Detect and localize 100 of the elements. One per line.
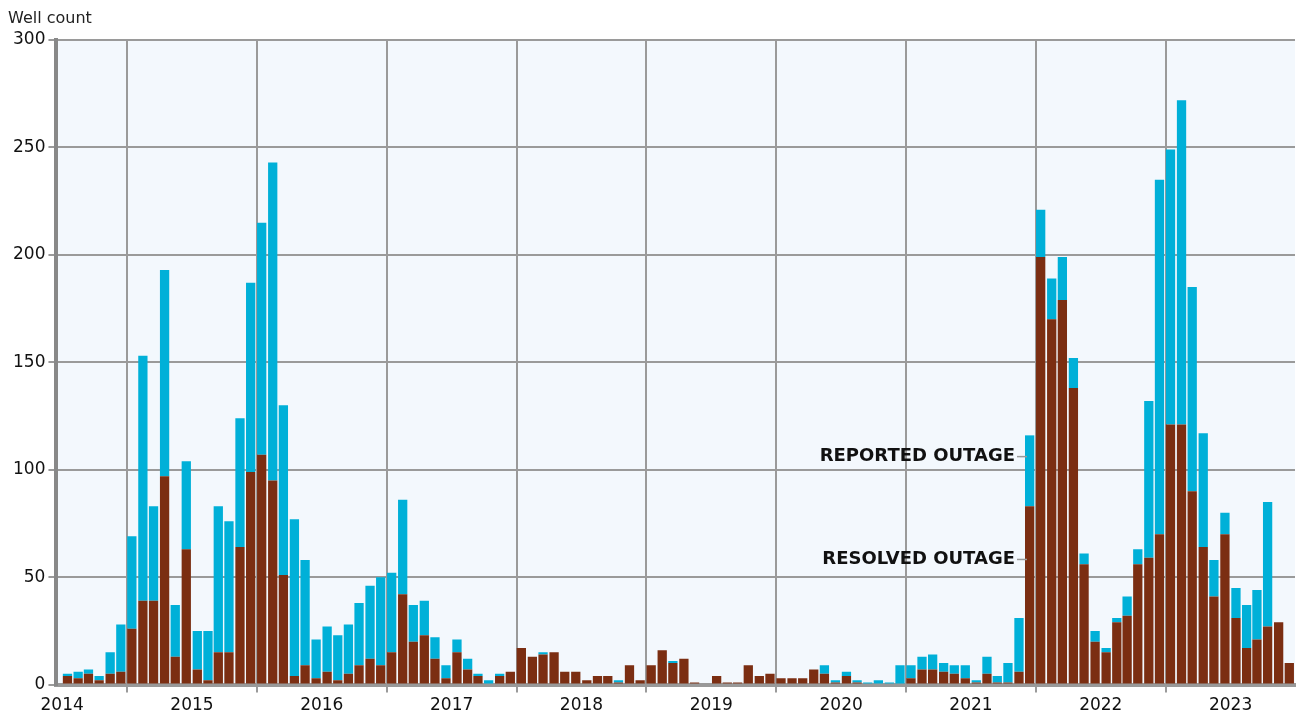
bar	[495, 673, 505, 677]
x-tick-label: 2023	[1208, 694, 1253, 715]
bar	[170, 605, 180, 657]
bar	[1047, 319, 1057, 684]
x-tick-label: 2022	[1079, 694, 1123, 715]
bar	[387, 572, 397, 653]
bar	[62, 676, 73, 684]
bar	[181, 549, 191, 684]
bar	[1090, 630, 1100, 642]
x-tick-label: 2019	[689, 694, 733, 715]
bar	[127, 536, 137, 629]
bar	[159, 269, 170, 477]
bar	[1057, 257, 1068, 300]
bar	[809, 669, 819, 684]
bar	[1274, 622, 1284, 684]
bar	[483, 680, 494, 684]
bar	[949, 673, 959, 684]
bar	[1165, 149, 1176, 425]
y-tick-label: 150	[12, 350, 46, 371]
bar	[873, 680, 884, 684]
bar	[1025, 435, 1035, 507]
bar	[257, 222, 267, 455]
y-tick-label: 300	[12, 28, 46, 49]
x-tick-label: 2017	[430, 694, 474, 715]
bar	[127, 628, 137, 684]
bar	[159, 476, 170, 684]
bar	[257, 454, 267, 684]
bar	[819, 673, 830, 684]
bar	[538, 652, 548, 655]
bar	[268, 480, 278, 684]
bar	[743, 665, 753, 684]
x-tick-label: 2018	[559, 694, 604, 715]
bar	[1284, 663, 1294, 684]
bar	[473, 673, 483, 677]
y-tick-label: 100	[12, 458, 46, 479]
bar	[960, 665, 970, 679]
bar	[1220, 512, 1230, 535]
bar	[1112, 617, 1122, 623]
y-tick-label: 250	[12, 135, 46, 156]
bar	[1133, 549, 1143, 565]
bar	[582, 680, 592, 684]
bar	[495, 676, 505, 684]
x-tick-label: 2015	[170, 694, 214, 715]
bar	[181, 461, 191, 550]
bar	[516, 648, 526, 684]
bar	[668, 660, 678, 664]
y-tick-label: 200	[12, 243, 46, 264]
bar	[398, 499, 408, 595]
bar	[278, 405, 289, 576]
bar	[939, 671, 949, 684]
x-tick-label: 2016	[300, 694, 344, 715]
bar	[841, 671, 852, 677]
bar	[1036, 257, 1046, 684]
bar	[571, 671, 581, 684]
bar	[1057, 299, 1068, 684]
bar	[624, 665, 635, 684]
x-tick-label: 2021	[949, 694, 993, 715]
bar	[635, 680, 645, 684]
bar	[268, 162, 278, 481]
bar	[463, 658, 473, 670]
bar	[94, 676, 104, 681]
bar	[1198, 433, 1208, 548]
bar	[1144, 557, 1154, 684]
bar	[398, 594, 408, 684]
bar	[1047, 278, 1057, 320]
x-tick-label: 2020	[819, 694, 863, 715]
bar	[1036, 209, 1046, 258]
bar	[278, 575, 289, 684]
bar	[408, 641, 418, 684]
bar	[1154, 179, 1165, 535]
bar	[452, 639, 462, 653]
y-axis-title: Well count	[8, 8, 92, 27]
bar	[1187, 287, 1197, 492]
bar	[1144, 400, 1154, 558]
bar	[1101, 648, 1111, 653]
series-label: REPORTED OUTAGE	[819, 444, 1015, 466]
bar	[982, 656, 992, 674]
bar	[419, 600, 429, 636]
series-label: RESOLVED OUTAGE	[822, 547, 1015, 569]
bar	[408, 605, 418, 642]
bar	[505, 671, 515, 684]
bar	[939, 663, 949, 672]
bar	[62, 673, 73, 677]
bar	[387, 652, 397, 684]
bar	[1187, 491, 1197, 684]
bar	[1068, 358, 1079, 389]
bar	[1154, 534, 1165, 684]
x-tick-label: 2014	[40, 694, 84, 715]
bar	[1079, 553, 1089, 565]
y-tick-label: 0	[34, 673, 46, 694]
bar	[1122, 596, 1132, 616]
bar	[711, 676, 722, 684]
bar	[170, 656, 180, 684]
bar	[646, 665, 656, 684]
bar	[441, 665, 451, 679]
y-tick-label: 50	[23, 565, 46, 586]
bar	[960, 678, 970, 684]
bar	[1165, 424, 1176, 684]
bar	[1176, 424, 1187, 684]
bar	[949, 665, 959, 674]
